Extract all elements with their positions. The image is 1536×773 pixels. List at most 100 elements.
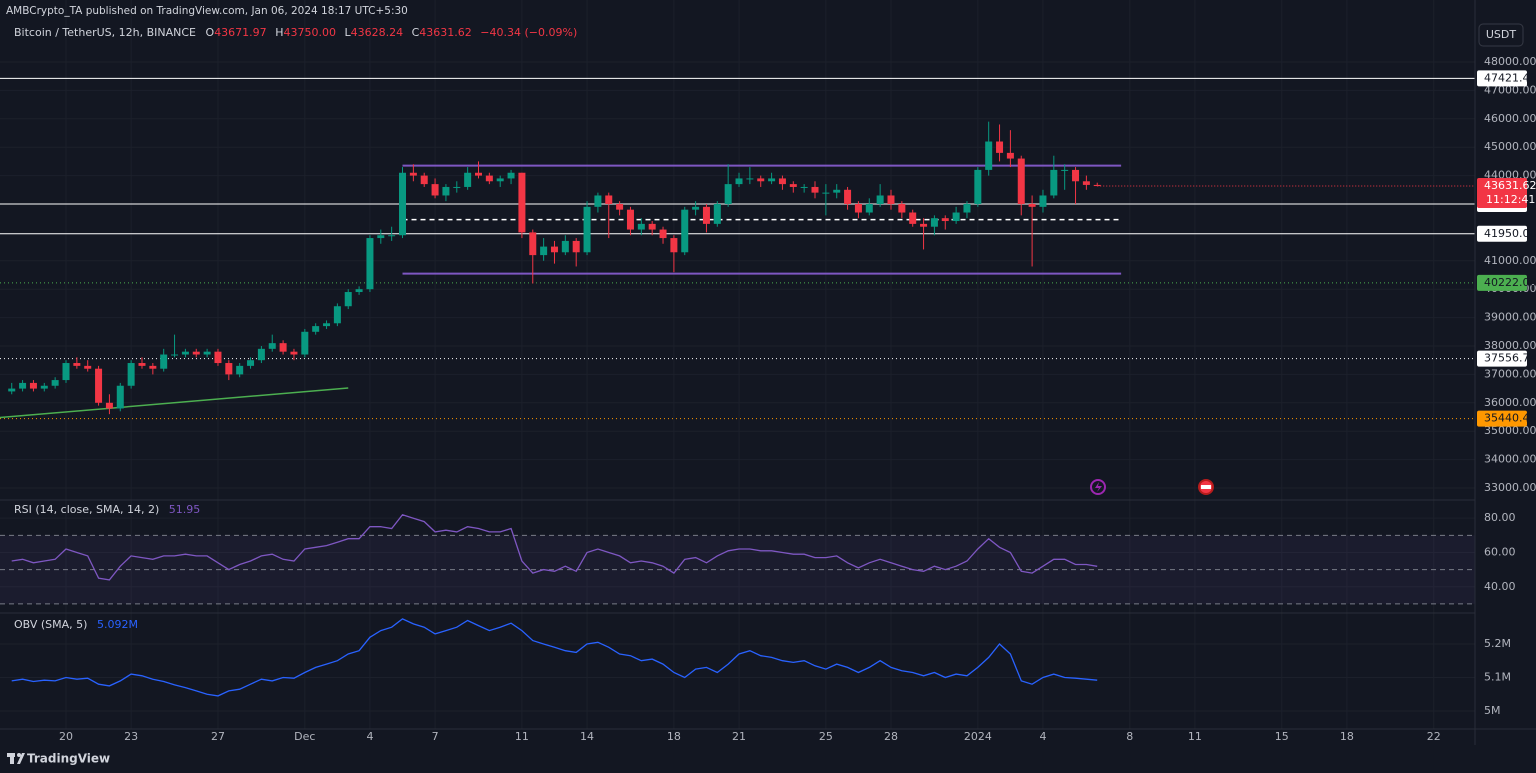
y-tick-label: 80.00 (1484, 511, 1516, 524)
candle-body (941, 218, 949, 222)
candle-body (550, 246, 558, 253)
candle-body (540, 246, 548, 256)
currency-button[interactable] (1478, 23, 1524, 47)
candle-body (887, 195, 895, 204)
y-tick-label: 33000.00 (1484, 481, 1536, 494)
candle-body (844, 189, 852, 204)
axis-labels: 20 23 27 Dec 4 7 11 14 18 21 25 28 2024 4 8 11 15 18 22 480… (59, 55, 1536, 743)
candle-body (930, 218, 938, 227)
event-icon-glyph (1201, 485, 1211, 489)
x-tick-label: 18 (1340, 730, 1354, 743)
level-label-box (1477, 225, 1527, 242)
y-tick-label: 41000.00 (1484, 254, 1536, 267)
candle-body (735, 178, 743, 185)
candle-body (496, 178, 504, 182)
x-tick-label: 21 (732, 730, 746, 743)
obv-legend: OBV (SMA, 5) 5.092M (14, 618, 138, 631)
candle-body (876, 195, 884, 204)
candle-body (561, 240, 569, 253)
indicator-value: 5.092M (97, 618, 138, 631)
drawing-line (0, 387, 349, 419)
footer (0, 745, 1536, 773)
last-price-box (1477, 178, 1527, 209)
candle-body (344, 292, 352, 307)
y-tick-label: 47000.00 (1484, 83, 1536, 96)
ohlc-value: 43631.62 (419, 26, 472, 39)
candle-body (84, 365, 92, 369)
candle-body (757, 178, 765, 182)
candle-body (1072, 169, 1080, 182)
x-tick-label: 11 (1188, 730, 1202, 743)
candle-body (40, 385, 48, 389)
logo-mark (7, 753, 15, 757)
candle-body (1061, 169, 1069, 171)
ohlc-value: 43671.97 (214, 26, 267, 39)
candle-body (583, 206, 591, 253)
candle-body (431, 184, 439, 196)
candle-body (1093, 184, 1101, 187)
candle-body (323, 323, 331, 327)
candle-body (681, 209, 689, 253)
y-tick-label: 34000.00 (1484, 453, 1536, 466)
candle-body (247, 360, 255, 366)
countdown: 11:12:41 (1486, 193, 1535, 206)
candle-body (160, 354, 168, 369)
candle-body (713, 203, 721, 224)
x-tick-label: 2024 (964, 730, 992, 743)
candle-body (702, 206, 710, 224)
rsi-legend: RSI (14, close, SMA, 14, 2) 51.95 (14, 503, 200, 516)
indicator-line (11, 618, 1098, 697)
candle-body (377, 235, 385, 239)
x-tick-label: 15 (1275, 730, 1289, 743)
candle-body (171, 354, 179, 356)
x-tick-label: 4 (366, 730, 373, 743)
x-tick-label: 7 (432, 730, 439, 743)
candle-body (62, 363, 70, 381)
y-tick-label: 5.2M (1484, 637, 1511, 650)
candle-body (8, 388, 16, 392)
candle-body (453, 186, 461, 188)
candle-body (181, 351, 189, 355)
candle-body (1006, 152, 1014, 159)
x-tick-label: 20 (59, 730, 73, 743)
event-icon[interactable] (1090, 479, 1106, 495)
candle-body (833, 189, 841, 193)
level-label: 41950.00 (1484, 227, 1536, 240)
candle-body (648, 223, 656, 230)
currency[interactable]: USDT (1486, 28, 1517, 41)
candle-body (51, 380, 59, 386)
symbol-legend: Bitcoin / TetherUS, 12h, BINANCE O43671.… (14, 26, 577, 39)
candle-body (616, 203, 624, 210)
ohlc-value: 43628.24 (351, 26, 404, 39)
candle-body (1050, 169, 1058, 196)
candle-body (105, 402, 113, 409)
level-label: 47421.48 (1484, 71, 1536, 84)
level-label-box (1477, 274, 1527, 291)
last-price: 43631.62 (1484, 179, 1536, 192)
candle-body (333, 306, 341, 324)
candle-body (768, 178, 776, 182)
candle-body (996, 141, 1004, 153)
x-tick-label: 22 (1427, 730, 1441, 743)
symbol: Bitcoin / TetherUS, 12h, BINANCE (14, 26, 196, 39)
y-tick-label: 38000.00 (1484, 339, 1536, 352)
level-label-box (1477, 410, 1527, 427)
brand-name: TradingView (27, 752, 110, 766)
candle-body (355, 289, 363, 293)
candle-body (985, 141, 993, 170)
candle-body (920, 223, 928, 227)
candle-body (952, 212, 960, 222)
candle-body (594, 195, 602, 207)
candle-body (399, 172, 407, 236)
level-label-box (1477, 350, 1527, 367)
y-tick-label: 45000.00 (1484, 140, 1536, 153)
candle-body (257, 348, 265, 361)
candle-body (572, 240, 580, 253)
indicator-title: RSI (14, close, SMA, 14, 2) (14, 503, 159, 516)
candle-body (811, 186, 819, 193)
candle-body (637, 223, 645, 230)
candle-body (963, 203, 971, 213)
candle-body (518, 172, 526, 233)
candle-body (974, 169, 982, 204)
